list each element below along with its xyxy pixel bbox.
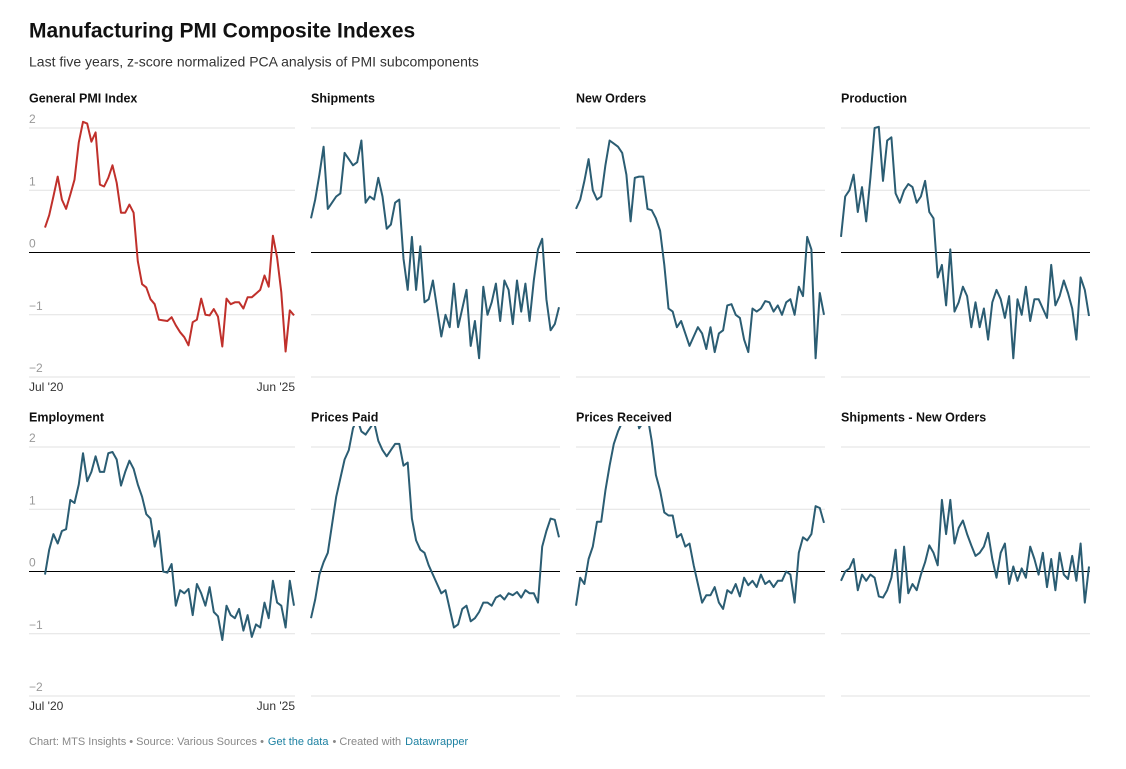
footer-data-link[interactable]: Get the data	[268, 736, 329, 748]
footer: Chart: MTS Insights • Source: Various So…	[29, 736, 468, 748]
x-tick-label: Jul '20	[29, 699, 64, 713]
panel-title: Shipments - New Orders	[841, 410, 986, 424]
panel-title: General PMI Index	[29, 91, 137, 105]
y-tick-label: 0	[29, 556, 36, 570]
line	[310, 426, 560, 629]
panel: General PMI Index −2 −1 0 1 2 Jul '20 Jun '25	[29, 91, 295, 394]
x-tick-label: Jul '20	[29, 380, 64, 394]
x-tick-label: Jun '25	[257, 380, 296, 394]
y-tick-label: 1	[29, 174, 36, 188]
footer-created: • Created with	[332, 736, 401, 748]
y-tick-label: 0	[29, 237, 36, 251]
line	[575, 426, 825, 610]
line	[840, 498, 1090, 604]
chart-subtitle: Last five years, z-score normalized PCA …	[29, 54, 479, 70]
panel: Prices Paid	[310, 410, 560, 697]
panel-title: Prices Paid	[311, 410, 378, 424]
panel-title: Employment	[29, 410, 105, 424]
footer-tool-link[interactable]: Datawrapper	[405, 736, 468, 748]
y-tick-label: 1	[29, 493, 36, 507]
y-tick-label: −1	[29, 299, 43, 313]
footer-credit: Chart: MTS Insights • Source: Various So…	[29, 736, 264, 748]
y-tick-label: −2	[29, 680, 43, 694]
y-tick-label: −2	[29, 361, 43, 375]
line	[44, 451, 295, 641]
line	[310, 139, 560, 360]
line	[44, 120, 295, 353]
y-tick-label: −1	[29, 618, 43, 632]
panel-title: Production	[841, 91, 907, 105]
panel: Employment −2 −1 0 1 2 Jul '20 Jun '25	[29, 410, 295, 713]
panel-title: Prices Received	[576, 410, 672, 424]
panel: Prices Received	[575, 410, 825, 697]
panel: Shipments - New Orders	[840, 410, 1090, 697]
panel: New Orders	[575, 91, 825, 378]
chart-title: Manufacturing PMI Composite Indexes	[29, 20, 415, 43]
panel: Production	[840, 91, 1090, 378]
panel: Shipments	[310, 91, 560, 378]
panel-title: New Orders	[576, 91, 646, 105]
panel-title: Shipments	[311, 91, 375, 105]
x-tick-label: Jun '25	[257, 699, 296, 713]
y-tick-label: 2	[29, 431, 36, 445]
line	[575, 139, 825, 360]
y-tick-label: 2	[29, 112, 36, 126]
line	[840, 125, 1090, 360]
